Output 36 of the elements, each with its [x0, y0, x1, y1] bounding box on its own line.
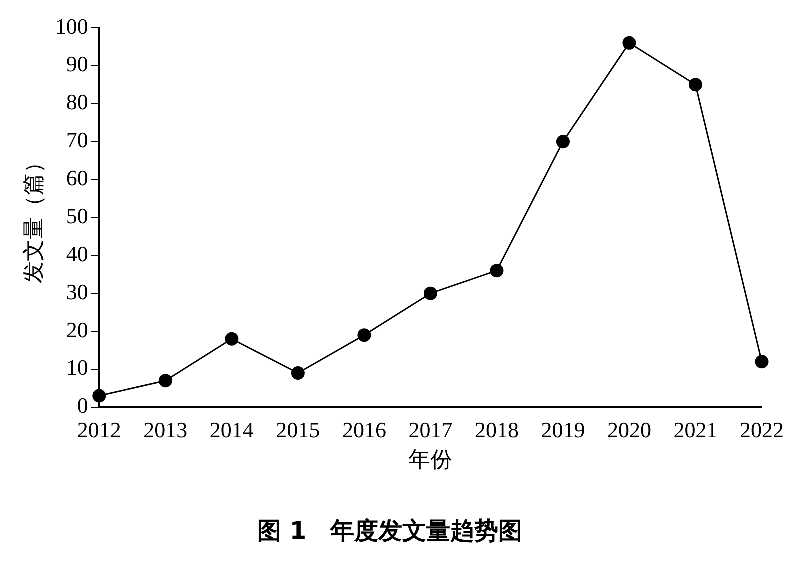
y-tick-label: 30 [66, 279, 88, 304]
y-tick-label: 100 [55, 14, 88, 39]
y-tick-label: 50 [66, 203, 88, 228]
x-tick-label: 2021 [674, 417, 718, 442]
x-axis-title: 年份 [408, 446, 453, 472]
point [92, 389, 106, 403]
y-tick-label: 20 [66, 317, 88, 342]
y-tick-label: 90 [66, 52, 88, 77]
x-tick-label: 2022 [740, 417, 784, 442]
point [424, 286, 438, 300]
x-tick-label: 2018 [474, 417, 519, 442]
y-tick-label: 60 [66, 166, 88, 191]
point [755, 355, 769, 369]
x-tick-label: 2017 [408, 417, 453, 442]
x-tick-label: 2013 [144, 417, 188, 442]
point [291, 366, 305, 380]
x-tick-label: 2016 [342, 417, 386, 442]
x-tick-label: 2015 [276, 417, 320, 442]
point [490, 264, 504, 278]
point [158, 374, 172, 388]
text: 图 1 年度发文量趋势图 [257, 516, 523, 545]
point [622, 36, 636, 50]
x-tick-label: 2014 [210, 417, 254, 442]
y-tick-label: 0 [77, 393, 88, 418]
point [225, 332, 239, 346]
x-tick-label: 2012 [77, 417, 122, 442]
y-tick-label: 80 [66, 90, 88, 115]
y-tick-label: 70 [66, 128, 88, 153]
point [358, 328, 372, 342]
y-tick-label: 40 [66, 241, 88, 266]
x-tick-label: 2019 [541, 417, 586, 442]
point [556, 135, 570, 149]
y-axis-title: 发文量（篇） [20, 152, 46, 284]
x-tick-label: 2020 [607, 417, 652, 442]
point [688, 78, 702, 92]
y-tick-label: 10 [66, 355, 88, 380]
